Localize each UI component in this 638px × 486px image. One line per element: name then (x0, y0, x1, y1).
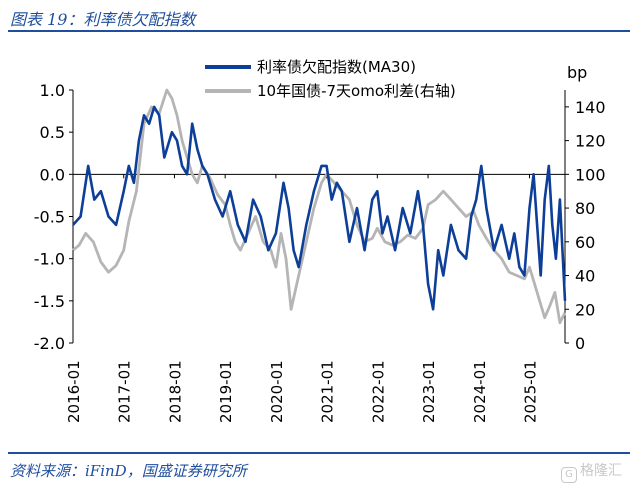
watermark-text: 格隆汇 (580, 463, 622, 479)
x-tick-label: 2017-01 (116, 360, 134, 423)
x-tick-label: 2022-01 (369, 360, 387, 423)
figure-title: 图表 19：利率债欠配指数 (10, 10, 196, 29)
y-left-tick-label: -1.0 (34, 250, 65, 269)
y-right-tick-label: 100 (575, 165, 606, 184)
legend-label-index: 利率债欠配指数(MA30) (257, 58, 416, 76)
x-tick-label: 2019-01 (217, 360, 235, 423)
x-tick-label: 2024-01 (471, 360, 489, 423)
y-left-tick-label: 1.0 (40, 81, 65, 100)
y-left-tick-label: -0.5 (34, 208, 65, 227)
x-tick-label: 2020-01 (268, 360, 286, 423)
y-right-tick-label: 120 (575, 132, 606, 151)
x-tick-label: 2016-01 (65, 360, 83, 423)
y-right-tick-label: 140 (575, 98, 606, 117)
watermark-logo-icon: G (561, 467, 577, 483)
y-right-tick-label: 80 (575, 199, 595, 218)
series-line-index (72, 105, 567, 311)
y-right-tick-label: 20 (575, 300, 595, 319)
y-right-tick-label: 60 (575, 233, 595, 252)
x-tick-label: 2021-01 (319, 360, 337, 423)
x-tick-label: 2018-01 (166, 360, 184, 423)
y-right-tick-label: 0 (575, 334, 585, 353)
legend-label-spread: 10年国债-7天omo利差(右轴) (257, 82, 456, 100)
x-tick-label: 2023-01 (420, 360, 438, 423)
y-right-unit-label: bp (567, 63, 587, 82)
y-left-tick-label: -1.5 (34, 292, 65, 311)
y-right-tick-label: 40 (575, 267, 595, 286)
watermark: G 格隆汇 (561, 460, 622, 483)
y-left-tick-label: -2.0 (34, 334, 65, 353)
x-tick-label: 2025-01 (521, 360, 539, 423)
figure-title-bar: 图表 19：利率债欠配指数 (8, 4, 630, 32)
source-note: 资料来源：iFinD，国盛证券研究所 (10, 462, 247, 480)
y-left-tick-label: 0.5 (40, 123, 65, 142)
series-line-spread (72, 88, 567, 325)
y-left-tick-label: 0.0 (40, 165, 65, 184)
source-bar: 资料来源：iFinD，国盛证券研究所 G 格隆汇 (8, 452, 630, 484)
